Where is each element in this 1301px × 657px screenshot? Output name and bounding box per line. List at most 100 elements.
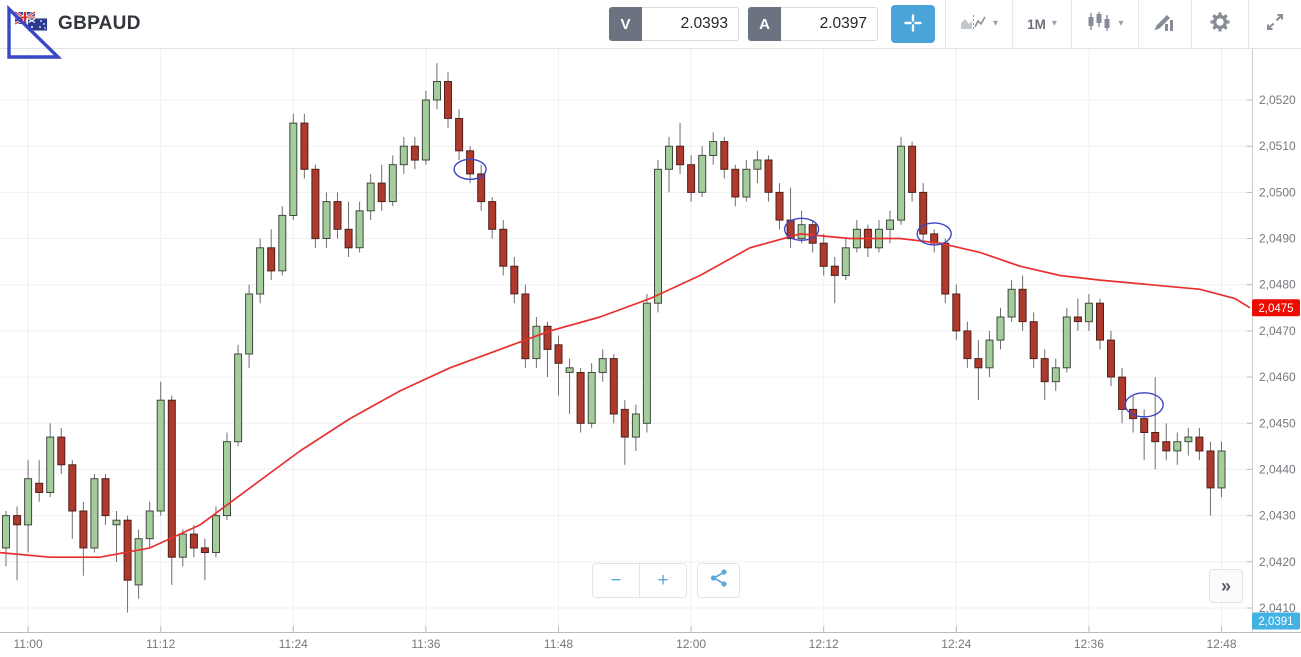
svg-text:2,0420: 2,0420 (1259, 555, 1296, 569)
candlestick (1040, 349, 1049, 401)
candlestick (24, 460, 33, 553)
candlestick (455, 109, 464, 160)
bid-quote-button[interactable]: V 2.0393 (609, 7, 739, 41)
candlestick (576, 367, 585, 433)
candlestick (79, 501, 88, 576)
candlestick (200, 538, 209, 581)
fullscreen-button[interactable] (1248, 0, 1301, 48)
zoom-in-button[interactable]: + (639, 564, 686, 597)
svg-text:2,0520: 2,0520 (1259, 93, 1296, 107)
candlestick (1162, 423, 1171, 461)
candlestick (1029, 312, 1038, 368)
candlestick (687, 155, 696, 202)
candlestick (963, 321, 972, 368)
svg-text:2,0450: 2,0450 (1259, 416, 1296, 430)
candlestick (1007, 280, 1016, 322)
candlestick (256, 238, 265, 304)
candlestick (46, 423, 55, 498)
candlestick (13, 506, 22, 581)
candlestick (466, 146, 475, 184)
share-icon (708, 567, 730, 594)
svg-text:2,0391: 2,0391 (1258, 616, 1293, 628)
bid-label-badge: V (609, 7, 642, 41)
candlestick (642, 294, 651, 433)
time-axis[interactable]: 11:00 11:12 11:24 11:36 11:48 12:00 12:12 12:24… (14, 626, 1237, 651)
candlestick (1018, 275, 1027, 331)
axis-frame (0, 48, 1301, 633)
candlestick (587, 363, 596, 428)
interval-button[interactable]: 1M ▾ (1012, 0, 1071, 48)
symbol-title: GBPAUD (58, 13, 141, 34)
candlestick (1084, 294, 1093, 331)
svg-text:2,0410: 2,0410 (1259, 601, 1296, 615)
candlestick (311, 164, 320, 248)
candlestick (532, 317, 541, 368)
svg-text:11:24: 11:24 (279, 637, 308, 651)
chart-style-button[interactable]: ▾ (1071, 0, 1138, 48)
candlestick (344, 201, 353, 257)
candlestick (212, 506, 220, 558)
price-axis[interactable]: 2,0520 2,0510 2,0500 2,0490 2,0480 2,0470 2,04… (1247, 93, 1296, 615)
svg-text:11:12: 11:12 (146, 637, 175, 651)
candlestick (521, 284, 530, 368)
crosshair-button[interactable] (891, 5, 935, 43)
draw-tools-button[interactable] (1138, 0, 1191, 48)
candlestick (819, 233, 828, 276)
candlestick (1118, 367, 1127, 424)
candlestick (134, 529, 143, 599)
candlestick (333, 192, 342, 239)
candlestick (565, 358, 574, 414)
candlestick (974, 340, 983, 401)
chart-type-button[interactable]: ▾ (945, 0, 1012, 48)
candlestick (1206, 441, 1215, 516)
svg-text:12:00: 12:00 (676, 637, 706, 651)
candlestick (377, 164, 386, 211)
ask-quote-button[interactable]: A 2.0397 (748, 7, 878, 41)
candlestick (863, 224, 872, 257)
svg-text:2,0470: 2,0470 (1259, 324, 1296, 338)
zoom-out-button[interactable]: − (610, 569, 622, 591)
candlestick (543, 321, 552, 378)
candlestick (189, 524, 198, 558)
candlestick (488, 197, 497, 239)
caret-down-icon: ▾ (1051, 18, 1057, 29)
svg-text:11:48: 11:48 (544, 637, 573, 651)
candlestick (167, 395, 176, 585)
svg-text:12:24: 12:24 (941, 637, 971, 651)
svg-text:2,0500: 2,0500 (1259, 185, 1296, 199)
share-button[interactable] (697, 563, 740, 598)
price-axis-badge: 2,0475 (1252, 299, 1300, 317)
svg-text:12:36: 12:36 (1074, 637, 1104, 651)
svg-text:11:36: 11:36 (411, 637, 440, 651)
moving-average-line (0, 233, 1251, 559)
candlestick (620, 400, 629, 465)
candlestick (631, 404, 640, 451)
candlestick (57, 427, 66, 475)
candlestick-style-icon (1086, 11, 1112, 37)
candlestick (101, 474, 110, 525)
candlestick (797, 210, 806, 244)
candlestick (1173, 432, 1182, 465)
candlestick (830, 257, 839, 304)
collapse-panel-button[interactable]: » (1209, 569, 1243, 603)
bid-price: 2.0393 (642, 7, 739, 41)
svg-text:2,0430: 2,0430 (1259, 509, 1296, 523)
caret-down-icon: ▾ (992, 18, 999, 29)
svg-text:2,0475: 2,0475 (1258, 303, 1293, 315)
candlestick (1184, 427, 1193, 456)
ask-label-badge: A (748, 7, 781, 41)
settings-button[interactable] (1191, 0, 1248, 48)
ask-price: 2.0397 (781, 7, 878, 41)
candlestick (1073, 298, 1082, 331)
candlestick (852, 220, 861, 253)
candlestick (1062, 307, 1071, 373)
svg-text:2,0480: 2,0480 (1259, 278, 1296, 292)
candlestick (245, 284, 254, 368)
candlestick (1096, 298, 1104, 350)
candlestick (421, 90, 430, 165)
svg-text:2,0510: 2,0510 (1259, 139, 1296, 153)
candlestick (764, 155, 773, 202)
price-axis-badge: 2,0391 (1252, 612, 1300, 630)
